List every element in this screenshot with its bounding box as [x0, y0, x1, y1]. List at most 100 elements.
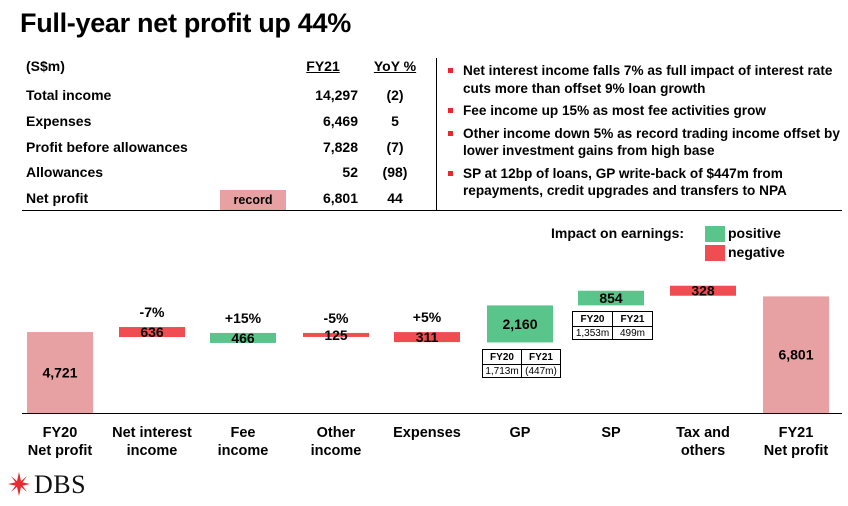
sp-header-fy20: FY20 — [580, 314, 605, 325]
row-label: Total income — [26, 87, 112, 103]
table-row: Total income 14,297 (2) — [26, 87, 432, 107]
bar-5 — [487, 305, 553, 343]
category-label: income — [218, 443, 269, 459]
category-label: Net profit — [28, 443, 93, 459]
row-label: Expenses — [26, 113, 92, 129]
row-yoy-value: (7) — [386, 139, 404, 155]
bullet-square-icon — [448, 108, 453, 113]
bar-3 — [303, 332, 369, 337]
sp-table-divider — [573, 326, 652, 327]
financial-summary-table: (S$m) FY21 YoY % Total income 14,297 (2)… — [26, 58, 432, 211]
category-label: SP — [601, 425, 621, 441]
bar-value-label: 466 — [231, 330, 255, 346]
category-label: GP — [510, 425, 531, 441]
bullet-text: Net interest income falls 7% as full imp… — [463, 63, 833, 96]
bar-value-label: 2,160 — [502, 316, 537, 332]
bar-0 — [27, 332, 93, 413]
row-fy21-value: 6,801 — [322, 190, 358, 206]
category-label: Fee — [231, 425, 256, 441]
logo-text: DBS — [34, 470, 87, 499]
column-header-yoy: YoY % — [373, 58, 417, 74]
row-fy21-value: 52 — [342, 164, 358, 180]
bullet-square-icon — [448, 130, 453, 136]
bar-value-label: 4,721 — [42, 365, 77, 381]
category-label: income — [311, 443, 362, 459]
bullet-item: Other income down 5% as record trading i… — [447, 125, 842, 160]
sp-header-fy21: FY21 — [620, 314, 645, 325]
horizontal-divider — [22, 210, 842, 211]
row-yoy-value: 5 — [391, 113, 399, 129]
bar-2 — [210, 332, 276, 343]
row-yoy-value: (98) — [382, 164, 408, 180]
bar-value-label: 636 — [140, 324, 164, 340]
row-label: Profit before allowances — [26, 139, 188, 155]
bullet-text: SP at 12bp of loans, GP write-back of $4… — [463, 165, 787, 199]
sp-value-fy21: 499m — [619, 328, 645, 339]
dbs-star-icon — [8, 472, 30, 496]
bar-pct-label: +15% — [225, 310, 262, 326]
gp-header-fy21: FY21 — [529, 352, 553, 363]
bullet-square-icon — [448, 68, 453, 73]
bullet-item: SP at 12bp of loans, GP write-back of $4… — [447, 165, 842, 200]
row-fy21-value: 7,828 — [322, 139, 358, 155]
category-label: Other — [317, 425, 356, 441]
gp-header-fy20: FY20 — [490, 352, 514, 363]
bullet-text: Other income down 5% as record trading i… — [463, 125, 840, 159]
legend-negative-label: negative — [728, 244, 785, 260]
bar-8 — [763, 296, 829, 413]
sp-table-divider — [612, 312, 613, 339]
bar-value-label: 854 — [599, 290, 623, 306]
bar-pct-label: +5% — [413, 309, 442, 325]
row-label: Net profit — [26, 190, 89, 206]
table-row: Net profit record 6,801 44 — [26, 190, 432, 211]
gp-breakdown-table: FY20 FY21 1,713m (447m) — [482, 349, 561, 378]
legend-title: Impact on earnings: — [551, 225, 685, 241]
bar-pct-label: -5% — [324, 310, 349, 326]
row-fy21-value: 6,469 — [322, 113, 358, 129]
category-label: Net profit — [764, 443, 829, 459]
legend-positive-swatch — [705, 226, 725, 242]
bullet-item: Fee income up 15% as most fee activities… — [447, 102, 842, 120]
row-fy21-value: 14,297 — [315, 87, 358, 103]
bar-value-label: 6,801 — [778, 347, 813, 363]
column-header-fy21: FY21 — [306, 58, 340, 74]
bar-1 — [119, 327, 185, 338]
commentary-bullets: Net interest income falls 7% as full imp… — [447, 62, 842, 205]
gp-value-fy20: 1,713m — [485, 366, 519, 377]
sp-value-fy20: 1,353m — [575, 328, 610, 339]
legend-negative-swatch — [705, 245, 725, 261]
table-header-row: (S$m) FY21 YoY % — [26, 58, 432, 78]
bullet-square-icon — [448, 170, 453, 176]
bullet-item: Net interest income falls 7% as full imp… — [447, 62, 842, 97]
bar-7 — [670, 285, 736, 296]
category-label: income — [127, 443, 178, 459]
category-label: FY21 — [779, 425, 814, 441]
bar-value-label: 328 — [691, 283, 715, 299]
sp-breakdown-table: FY20 FY21 1,353m 499m — [572, 311, 653, 340]
bar-pct-label: -7% — [140, 304, 165, 320]
row-yoy-value: (2) — [386, 87, 404, 103]
category-label: Tax and — [676, 425, 730, 441]
table-row: Allowances 52 (98) — [26, 164, 432, 184]
bar-value-label: 311 — [416, 329, 439, 345]
row-label: Allowances — [26, 164, 104, 180]
category-label: Expenses — [393, 425, 461, 441]
category-label: Net interest — [112, 425, 192, 441]
page-title: Full-year net profit up 44% — [20, 8, 351, 38]
gp-value-fy21: (447m) — [525, 366, 557, 377]
category-label: others — [681, 443, 725, 459]
row-yoy-value: 44 — [387, 190, 403, 206]
bar-6 — [578, 290, 644, 306]
bullet-text: Fee income up 15% as most fee activities… — [463, 103, 766, 118]
legend-positive-label: positive — [728, 225, 781, 241]
bar-value-label: 125 — [324, 327, 348, 343]
category-label: FY20 — [43, 425, 78, 441]
bar-4 — [394, 332, 460, 343]
table-row: Profit before allowances 7,828 (7) — [26, 139, 432, 159]
record-tag: record — [220, 190, 286, 211]
gp-table-divider — [483, 364, 560, 365]
unit-label: (S$m) — [26, 58, 65, 74]
vertical-divider — [436, 58, 437, 210]
gp-table-divider — [521, 350, 522, 377]
